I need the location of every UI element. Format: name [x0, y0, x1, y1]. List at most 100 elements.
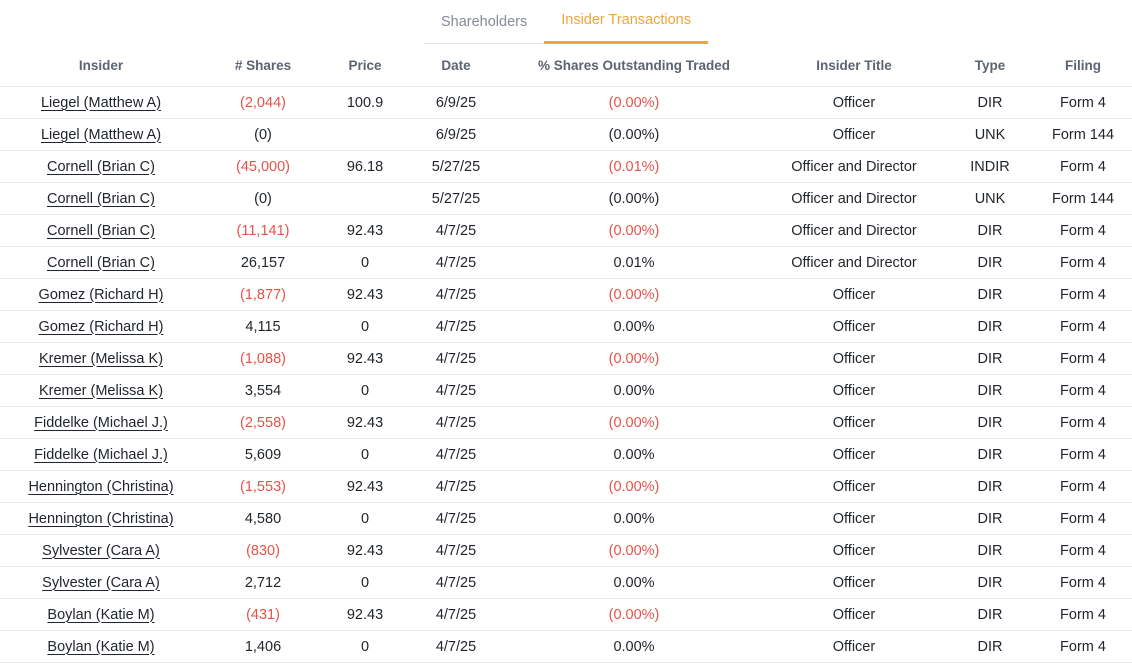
price-cell: 0	[324, 246, 406, 279]
date-cell: 4/7/25	[406, 438, 506, 471]
table-row: Cornell (Brian C) (45,000) 96.18 5/27/25…	[0, 150, 1132, 183]
table-row: Liegel (Matthew A) (2,044) 100.9 6/9/25 …	[0, 86, 1132, 119]
type-cell: DIR	[946, 374, 1034, 407]
date-cell: 4/7/25	[406, 406, 506, 439]
price-cell: 0	[324, 374, 406, 407]
date-cell: 4/7/25	[406, 278, 506, 311]
date-cell: 5/27/25	[406, 150, 506, 183]
shares-cell: (830)	[202, 534, 324, 567]
insider-name-link[interactable]: Liegel (Matthew A)	[40, 126, 162, 143]
insider-title-cell: Officer	[762, 598, 946, 631]
table-row: Fiddelke (Michael J.) (2,558) 92.43 4/7/…	[0, 406, 1132, 439]
pct-outstanding-cell: 0.00%	[506, 566, 762, 599]
shares-cell: (2,558)	[202, 406, 324, 439]
tab-shareholders[interactable]: Shareholders	[423, 14, 545, 44]
table-header-row: Insider # Shares Price Date % Shares Out…	[0, 44, 1132, 87]
pct-outstanding-cell: 0.00%	[506, 310, 762, 343]
type-cell: DIR	[946, 278, 1034, 311]
insider-name-link[interactable]: Sylvester (Cara A)	[42, 542, 160, 559]
insider-name-link[interactable]: Hennington (Christina)	[28, 510, 174, 527]
type-cell: DIR	[946, 246, 1034, 279]
pct-outstanding-cell: (0.00%)	[506, 598, 762, 631]
price-cell: 92.43	[324, 470, 406, 503]
date-cell: 4/7/25	[406, 342, 506, 375]
table-row: Kremer (Melissa K) (1,088) 92.43 4/7/25 …	[0, 342, 1132, 375]
pct-outstanding-cell: (0.00%)	[506, 534, 762, 567]
insider-name-link[interactable]: Boylan (Katie M)	[47, 638, 155, 655]
table-row: Cornell (Brian C) (11,141) 92.43 4/7/25 …	[0, 214, 1132, 247]
insider-name-link[interactable]: Sylvester (Cara A)	[42, 574, 160, 591]
price-cell: 0	[324, 630, 406, 663]
table-row: Boylan (Katie M) (431) 92.43 4/7/25 (0.0…	[0, 598, 1132, 631]
pct-outstanding-cell: (0.00%)	[506, 470, 762, 503]
column-header-insider: Insider	[0, 44, 202, 87]
type-cell: DIR	[946, 438, 1034, 471]
price-cell: 96.18	[324, 150, 406, 183]
filing-cell: Form 4	[1034, 310, 1132, 343]
insider-title-cell: Officer	[762, 86, 946, 119]
date-cell: 4/7/25	[406, 566, 506, 599]
pct-outstanding-cell: (0.00%)	[506, 342, 762, 375]
filing-cell: Form 4	[1034, 438, 1132, 471]
table-row: Fiddelke (Michael J.) 5,609 0 4/7/25 0.0…	[0, 438, 1132, 471]
insider-title-cell: Officer	[762, 566, 946, 599]
date-cell: 4/7/25	[406, 374, 506, 407]
insider-name-link[interactable]: Liegel (Matthew A)	[40, 94, 162, 111]
insider-name-link[interactable]: Fiddelke (Michael J.)	[34, 446, 168, 463]
pct-outstanding-cell: 0.00%	[506, 438, 762, 471]
insider-name-link[interactable]: Cornell (Brian C)	[47, 222, 155, 239]
insider-name-link[interactable]: Kremer (Melissa K)	[38, 382, 164, 399]
filing-cell: Form 4	[1034, 470, 1132, 503]
tab-insider-transactions[interactable]: Insider Transactions	[544, 12, 708, 44]
type-cell: DIR	[946, 406, 1034, 439]
table-row: Boylan (Katie M) 1,406 0 4/7/25 0.00% Of…	[0, 630, 1132, 663]
price-cell	[324, 182, 406, 215]
tab-bar: Shareholders Insider Transactions	[0, 0, 1132, 44]
filing-cell: Form 4	[1034, 342, 1132, 375]
pct-outstanding-cell: (0.00%)	[506, 214, 762, 247]
filing-cell: Form 4	[1034, 374, 1132, 407]
insider-name-link[interactable]: Cornell (Brian C)	[47, 254, 155, 271]
insider-title-cell: Officer	[762, 630, 946, 663]
price-cell: 92.43	[324, 534, 406, 567]
shares-cell: 3,554	[202, 374, 324, 407]
table-row: Sylvester (Cara A) (830) 92.43 4/7/25 (0…	[0, 534, 1132, 567]
filing-cell: Form 4	[1034, 86, 1132, 119]
filing-cell: Form 144	[1034, 118, 1132, 151]
price-cell: 92.43	[324, 406, 406, 439]
filing-cell: Form 144	[1034, 182, 1132, 215]
insider-name-link[interactable]: Gomez (Richard H)	[38, 318, 164, 335]
insider-transactions-table: Insider # Shares Price Date % Shares Out…	[0, 44, 1132, 663]
column-header-type: Type	[946, 44, 1034, 87]
insider-name-link[interactable]: Hennington (Christina)	[28, 478, 174, 495]
filing-cell: Form 4	[1034, 214, 1132, 247]
table-row: Cornell (Brian C) (0) 5/27/25 (0.00%) Of…	[0, 182, 1132, 215]
price-cell: 92.43	[324, 598, 406, 631]
shares-cell: (431)	[202, 598, 324, 631]
insider-name-link[interactable]: Cornell (Brian C)	[47, 158, 155, 175]
price-cell: 0	[324, 310, 406, 343]
filing-cell: Form 4	[1034, 150, 1132, 183]
date-cell: 5/27/25	[406, 182, 506, 215]
type-cell: DIR	[946, 534, 1034, 567]
shares-cell: (2,044)	[202, 86, 324, 119]
type-cell: INDIR	[946, 150, 1034, 183]
shares-cell: 4,115	[202, 310, 324, 343]
shares-cell: (11,141)	[202, 214, 324, 247]
pct-outstanding-cell: (0.00%)	[506, 118, 762, 151]
filing-cell: Form 4	[1034, 630, 1132, 663]
column-header-price: Price	[324, 44, 406, 87]
insider-name-link[interactable]: Gomez (Richard H)	[38, 286, 164, 303]
table-row: Liegel (Matthew A) (0) 6/9/25 (0.00%) Of…	[0, 118, 1132, 151]
insider-name-link[interactable]: Cornell (Brian C)	[47, 190, 155, 207]
table-row: Hennington (Christina) 4,580 0 4/7/25 0.…	[0, 502, 1132, 535]
date-cell: 4/7/25	[406, 246, 506, 279]
insider-title-cell: Officer	[762, 374, 946, 407]
insider-name-link[interactable]: Fiddelke (Michael J.)	[34, 414, 168, 431]
insider-name-link[interactable]: Boylan (Katie M)	[47, 606, 155, 623]
shares-cell: 4,580	[202, 502, 324, 535]
type-cell: DIR	[946, 598, 1034, 631]
price-cell: 92.43	[324, 342, 406, 375]
insider-name-link[interactable]: Kremer (Melissa K)	[38, 350, 164, 367]
type-cell: DIR	[946, 470, 1034, 503]
